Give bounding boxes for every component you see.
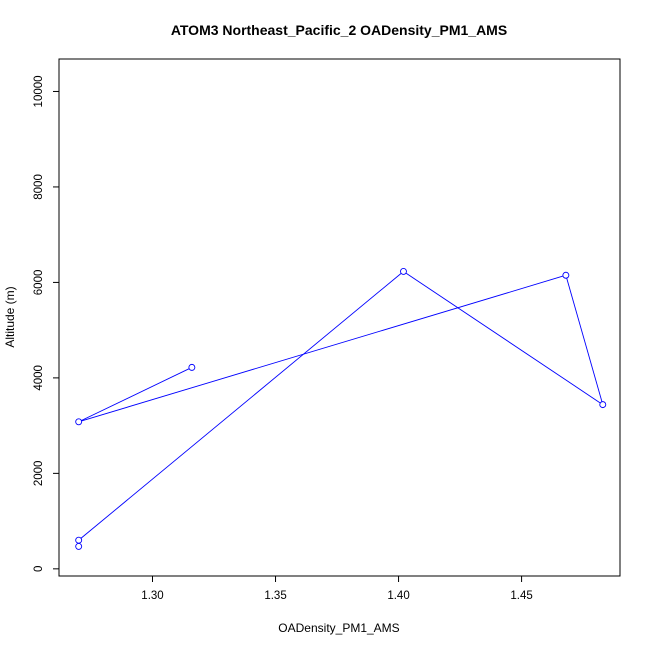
x-tick-label: 1.40 [387, 590, 409, 602]
data-point [75, 536, 83, 544]
data-point [188, 363, 196, 371]
y-tick-label: 2000 [33, 461, 45, 487]
y-tick-label: 0 [33, 566, 45, 572]
plot-frame [58, 58, 621, 577]
y-axis: 0 2000 4000 6000 8000 10000 [33, 75, 60, 572]
series-segment [81, 368, 190, 421]
x-tick-label: 1.30 [141, 590, 163, 602]
data-point [562, 271, 570, 279]
y-tick-label: 10000 [33, 75, 45, 107]
y-tick-label: 4000 [33, 365, 45, 391]
data-point [599, 401, 607, 409]
series-segment [81, 275, 564, 422]
chart-title: ATOM3 Northeast_Pacific_2 OADensity_PM1_… [171, 22, 507, 38]
y-axis-label: Altitude (m) [3, 286, 17, 347]
x-axis: 1.30 1.35 1.40 1.45 [141, 575, 533, 602]
x-tick-label: 1.45 [510, 590, 532, 602]
data-point [400, 267, 407, 275]
y-tick-label: 8000 [33, 174, 45, 200]
series-layer [75, 267, 607, 550]
series-segment [405, 272, 601, 404]
series-segment [80, 272, 402, 539]
x-axis-label: OADensity_PM1_AMS [278, 621, 399, 635]
x-tick-label: 1.35 [264, 590, 286, 602]
y-tick-label: 6000 [33, 270, 45, 296]
data-point [75, 418, 83, 426]
series-segment [566, 278, 603, 402]
data-point [75, 542, 83, 550]
